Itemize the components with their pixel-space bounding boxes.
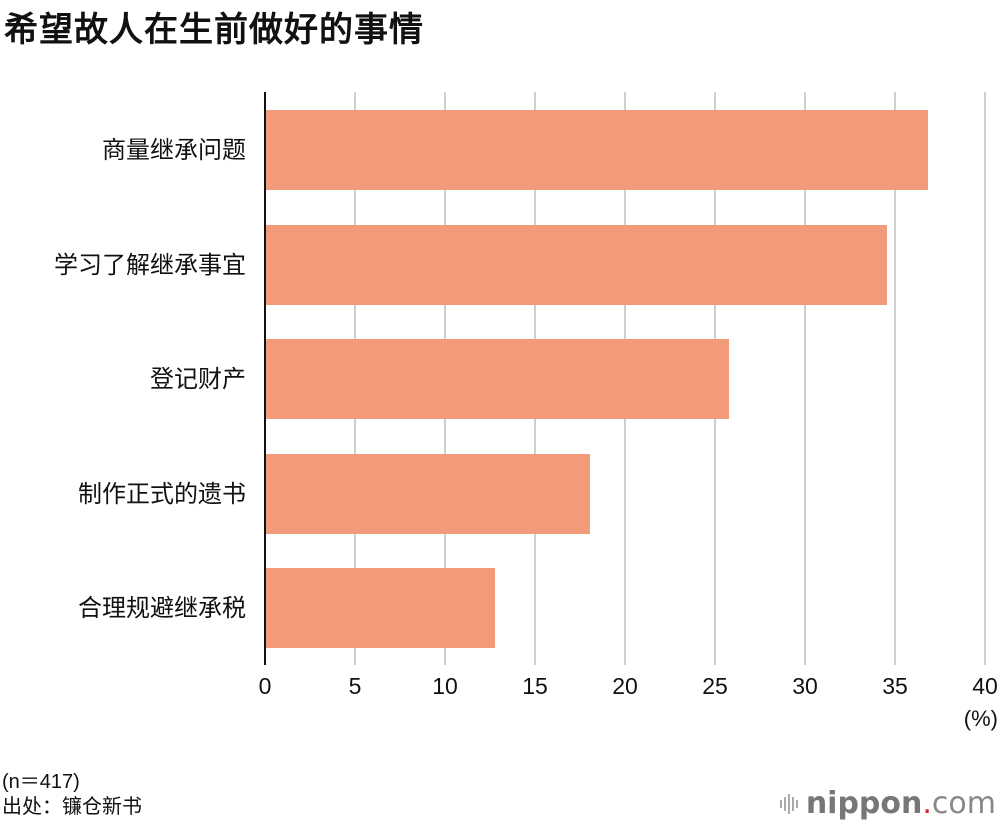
chart-title: 希望故人在生前做好的事情 (4, 10, 424, 50)
category-label: 商量继承问题 (102, 136, 246, 164)
x-tick-label: 5 (348, 673, 362, 699)
x-tick-label: 30 (792, 673, 818, 699)
bar (266, 110, 929, 190)
bar (266, 225, 887, 305)
bar (266, 568, 495, 648)
bar (266, 454, 590, 534)
x-tick-label: 40 (972, 673, 998, 699)
x-tick-label: 25 (702, 673, 728, 699)
category-label: 合理规避继承税 (78, 594, 246, 622)
x-tick-label: 15 (522, 673, 548, 699)
x-axis-unit: (%) (963, 706, 998, 731)
gridline (804, 92, 806, 665)
source-note: 出处：镰仓新书 (2, 794, 142, 818)
plot-area (264, 92, 987, 665)
sample-size: (n＝417) (2, 771, 80, 793)
category-label: 制作正式的遗书 (78, 480, 246, 508)
gridline (894, 92, 896, 665)
sound-wave-icon (779, 793, 798, 814)
x-tick-label: 20 (612, 673, 638, 699)
category-label: 登记财产 (150, 365, 246, 393)
x-tick-label: 0 (258, 673, 272, 699)
x-tick-label: 10 (432, 673, 458, 699)
y-axis-line (264, 92, 266, 665)
category-label: 学习了解继承事宜 (54, 251, 246, 279)
x-tick-label: 35 (882, 673, 908, 699)
nippon-logo: nippon. com (779, 786, 996, 821)
gridline (984, 92, 986, 665)
bar (266, 339, 729, 419)
